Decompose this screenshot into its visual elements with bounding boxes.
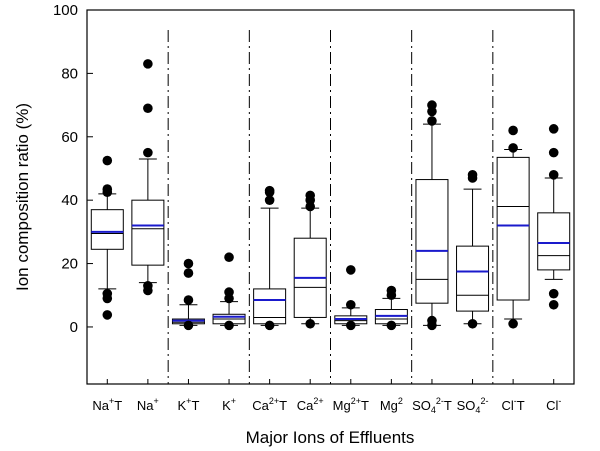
y-tick-label: 40 bbox=[61, 192, 78, 209]
outlier-point bbox=[548, 170, 559, 180]
box-body bbox=[415, 179, 449, 304]
outlier-point bbox=[427, 116, 437, 126]
y-tick-label: 0 bbox=[70, 319, 78, 336]
box-7 bbox=[334, 265, 368, 331]
box-5 bbox=[253, 185, 287, 331]
outlier-point bbox=[345, 299, 356, 310]
outlier-point bbox=[467, 170, 478, 180]
box-body bbox=[496, 156, 530, 301]
outlier-point bbox=[345, 265, 356, 275]
outlier-point bbox=[102, 184, 113, 194]
x-tick-label: SO42-T bbox=[412, 396, 452, 415]
outlier-point bbox=[224, 287, 234, 297]
x-tick-label: Na+T bbox=[92, 396, 122, 413]
outlier-point bbox=[305, 190, 316, 201]
box-2 bbox=[131, 59, 165, 296]
outlier-point bbox=[224, 320, 234, 331]
x-tick-label: K+T bbox=[178, 396, 200, 413]
outlier-point bbox=[102, 155, 113, 166]
outlier-point bbox=[548, 299, 559, 310]
box-1 bbox=[90, 155, 124, 320]
outlier-point bbox=[508, 125, 518, 136]
outlier-point bbox=[508, 318, 518, 329]
outlier-point bbox=[305, 318, 316, 329]
x-axis: Na+T Na+ K+T K+ Ca2+T Ca2+ Mg2+T Mg2 SO42-T SO42-… bbox=[92, 379, 561, 415]
outlier-point bbox=[345, 320, 356, 331]
x-tick-label: Na+ bbox=[137, 396, 159, 413]
box-6 bbox=[293, 190, 327, 329]
outlier-point bbox=[183, 268, 194, 278]
boxes bbox=[90, 59, 571, 331]
group-separators bbox=[167, 30, 494, 384]
outlier-point bbox=[264, 185, 275, 196]
outlier-point bbox=[102, 310, 113, 320]
x-tick-label: Ca2+T bbox=[252, 396, 287, 413]
box-body bbox=[537, 212, 571, 271]
box-body bbox=[456, 245, 490, 312]
x-tick-label: Mg2 bbox=[380, 396, 403, 413]
x-tick-label: K+ bbox=[222, 396, 236, 413]
outlier-point bbox=[183, 320, 194, 331]
outlier-point bbox=[427, 315, 437, 326]
x-tick-label: Cl- bbox=[546, 396, 561, 413]
outlier-point bbox=[548, 288, 559, 299]
outlier-point bbox=[183, 258, 194, 269]
outlier-point bbox=[467, 318, 478, 329]
box-body bbox=[90, 209, 124, 250]
x-tick-label: Ca2+ bbox=[297, 396, 324, 413]
box-body bbox=[131, 199, 165, 266]
outlier-point bbox=[143, 103, 153, 114]
outlier-point bbox=[548, 147, 559, 158]
y-axis: 0 20 40 60 80 100 bbox=[53, 2, 93, 336]
outlier-point bbox=[386, 320, 397, 331]
outlier-point bbox=[264, 195, 275, 205]
x-tick-label: Cl-T bbox=[502, 396, 525, 413]
box-12 bbox=[537, 124, 571, 310]
y-tick-label: 80 bbox=[61, 65, 78, 82]
outlier-point bbox=[143, 59, 153, 69]
y-tick-label: 100 bbox=[53, 2, 78, 19]
box-8 bbox=[374, 285, 408, 331]
x-axis-title: Major Ions of Effluents bbox=[246, 428, 415, 447]
y-tick-label: 60 bbox=[61, 129, 78, 146]
box-11 bbox=[496, 125, 530, 329]
box-3 bbox=[171, 258, 205, 331]
box-4 bbox=[212, 252, 246, 331]
box-10 bbox=[456, 170, 490, 329]
outlier-point bbox=[264, 320, 275, 331]
outlier-point bbox=[508, 143, 518, 153]
outlier-point bbox=[143, 147, 153, 158]
outlier-point bbox=[143, 280, 153, 291]
outlier-point bbox=[386, 285, 397, 296]
box-9 bbox=[415, 100, 449, 331]
outlier-point bbox=[548, 124, 559, 134]
outlier-point bbox=[102, 288, 113, 299]
y-axis-title: Ion composition ratio (%) bbox=[13, 103, 32, 291]
x-tick-label: SO42- bbox=[457, 396, 489, 415]
outlier-point bbox=[427, 100, 437, 110]
y-tick-label: 20 bbox=[61, 256, 78, 273]
box-body bbox=[253, 288, 287, 325]
outlier-point bbox=[224, 252, 234, 263]
x-tick-label: Mg2+T bbox=[333, 396, 369, 413]
outlier-point bbox=[183, 295, 194, 305]
